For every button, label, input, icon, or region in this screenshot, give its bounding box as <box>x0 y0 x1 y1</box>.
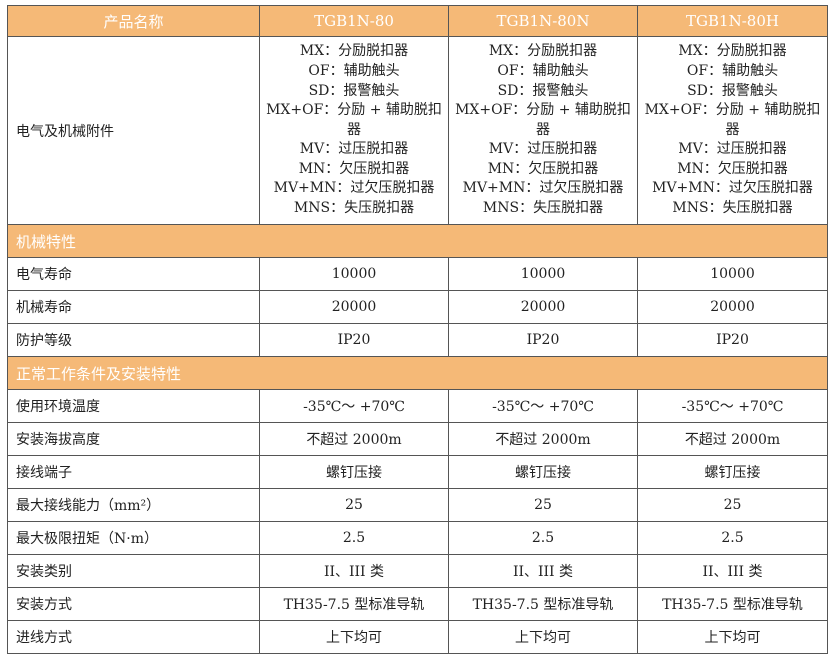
accessory-item: MNS：失压脱扣器 <box>293 200 415 217</box>
accessory-item: MV+MN：过欠压脱扣器 <box>273 180 435 197</box>
accessories-cell: MX：分励脱扣器 OF：辅助触头 SD：报警触头 MX+OF：分励 + 辅助脱扣器 MV… <box>448 36 638 225</box>
accessory-item: MN：欠压脱扣器 <box>298 160 410 177</box>
row-label: 使用环境温度 <box>7 389 260 423</box>
row-value: 2.5 <box>448 521 638 555</box>
accessory-item: OF：辅助触头 <box>308 62 400 79</box>
table-row: 最大接线能力（mm²） 25 25 25 <box>7 488 828 522</box>
row-value: 螺钉压接 <box>448 455 638 489</box>
table-row: 电气寿命 10000 10000 10000 <box>7 257 828 291</box>
row-value: 上下均可 <box>259 620 449 654</box>
accessories-row: 电气及机械附件 MX：分励脱扣器 OF：辅助触头 SD：报警触头 MX+OF：分励 + … <box>7 36 828 225</box>
row-value: 25 <box>259 488 449 522</box>
header-row: 产品名称 TGB1N-80 TGB1N-80N TGB1N-80H <box>7 5 828 37</box>
section-row: 正常工作条件及安装特性 <box>7 356 828 390</box>
row-value: II、III 类 <box>259 554 449 588</box>
row-value: 25 <box>637 488 828 522</box>
header-label: 产品名称 <box>7 5 260 37</box>
row-value: TH35-7.5 型标准导轨 <box>637 587 828 621</box>
table-row: 机械寿命 20000 20000 20000 <box>7 290 828 324</box>
row-label: 安装方式 <box>7 587 260 621</box>
row-label: 机械寿命 <box>7 290 260 324</box>
accessory-item: SD：报警触头 <box>308 82 400 99</box>
accessory-item: MN：欠压脱扣器 <box>487 160 599 177</box>
row-value: 20000 <box>259 290 449 324</box>
row-label: 电气寿命 <box>7 257 260 291</box>
accessory-item: MV+MN：过欠压脱扣器 <box>462 180 624 197</box>
accessories-cell: MX：分励脱扣器 OF：辅助触头 SD：报警触头 MX+OF：分励 + 辅助脱扣器 MV… <box>259 36 449 225</box>
accessory-item: OF：辅助触头 <box>686 62 779 79</box>
row-value: II、III 类 <box>637 554 828 588</box>
accessory-item: MX+OF：分励 + 辅助脱扣器 <box>644 102 821 138</box>
accessory-item: MX+OF：分励 + 辅助脱扣器 <box>266 102 442 138</box>
accessory-item: SD：报警触头 <box>497 82 589 99</box>
table-row: 进线方式 上下均可 上下均可 上下均可 <box>7 620 828 654</box>
row-label: 最大极限扭矩（N·m） <box>7 521 260 555</box>
accessory-item: MX+OF：分励 + 辅助脱扣器 <box>455 102 631 138</box>
section-title: 正常工作条件及安装特性 <box>7 356 828 390</box>
row-value: 上下均可 <box>637 620 828 654</box>
accessory-item: MN：欠压脱扣器 <box>677 160 788 177</box>
row-value: 2.5 <box>259 521 449 555</box>
row-value: 10000 <box>259 257 449 291</box>
row-value: IP20 <box>259 323 449 357</box>
row-value: 20000 <box>448 290 638 324</box>
row-value: 10000 <box>448 257 638 291</box>
row-value: 螺钉压接 <box>637 455 828 489</box>
accessory-item: MV：过压脱扣器 <box>488 141 598 158</box>
row-label: 电气及机械附件 <box>7 36 260 225</box>
row-value: -35℃～ +70℃ <box>259 389 449 423</box>
accessory-item: MV：过压脱扣器 <box>678 141 787 158</box>
section-title: 机械特性 <box>7 224 828 258</box>
accessory-item: MX：分励脱扣器 <box>488 43 598 60</box>
row-value: 不超过 2000m <box>637 422 828 456</box>
spec-table: 产品名称 TGB1N-80 TGB1N-80N TGB1N-80H 电气及机械附件 MX：… <box>7 5 828 654</box>
row-value: 20000 <box>637 290 828 324</box>
accessory-item: MX：分励脱扣器 <box>678 43 787 60</box>
table-row: 安装类别 II、III 类 II、III 类 II、III 类 <box>7 554 828 588</box>
row-value: II、III 类 <box>448 554 638 588</box>
model-header: TGB1N-80H <box>637 5 828 37</box>
row-value: TH35-7.5 型标准导轨 <box>259 587 449 621</box>
row-value: 2.5 <box>637 521 828 555</box>
row-label: 安装类别 <box>7 554 260 588</box>
table-row: 使用环境温度 -35℃～ +70℃ -35℃～ +70℃ -35℃～ +70℃ <box>7 389 828 423</box>
row-label: 接线端子 <box>7 455 260 489</box>
row-value: -35℃～ +70℃ <box>448 389 638 423</box>
model-header: TGB1N-80 <box>259 5 449 37</box>
accessory-item: MV+MN：过欠压脱扣器 <box>652 180 813 197</box>
accessory-item: SD：报警触头 <box>687 82 778 99</box>
row-value: 不超过 2000m <box>259 422 449 456</box>
row-value: 上下均可 <box>448 620 638 654</box>
table-row: 安装方式 TH35-7.5 型标准导轨 TH35-7.5 型标准导轨 TH35-7.5… <box>7 587 828 621</box>
row-value: 10000 <box>637 257 828 291</box>
row-label: 防护等级 <box>7 323 260 357</box>
row-value: TH35-7.5 型标准导轨 <box>448 587 638 621</box>
row-value: -35℃～ +70℃ <box>637 389 828 423</box>
accessory-item: MX：分励脱扣器 <box>299 43 409 60</box>
row-value: IP20 <box>448 323 638 357</box>
row-value: 不超过 2000m <box>448 422 638 456</box>
accessory-item: MNS：失压脱扣器 <box>672 200 793 217</box>
row-value: 25 <box>448 488 638 522</box>
accessory-item: MNS：失压脱扣器 <box>482 200 604 217</box>
row-label: 最大接线能力（mm²） <box>7 488 260 522</box>
table-row: 安装海拔高度 不超过 2000m 不超过 2000m 不超过 2000m <box>7 422 828 456</box>
accessory-item: OF：辅助触头 <box>497 62 589 79</box>
accessory-item: MV：过压脱扣器 <box>299 141 409 158</box>
section-row: 机械特性 <box>7 224 828 258</box>
table-row: 最大极限扭矩（N·m） 2.5 2.5 2.5 <box>7 521 828 555</box>
row-label: 进线方式 <box>7 620 260 654</box>
row-value: IP20 <box>637 323 828 357</box>
accessories-cell: MX：分励脱扣器 OF：辅助触头 SD：报警触头 MX+OF：分励 + 辅助脱扣器 MV… <box>637 36 828 225</box>
table-row: 接线端子 螺钉压接 螺钉压接 螺钉压接 <box>7 455 828 489</box>
row-value: 螺钉压接 <box>259 455 449 489</box>
model-header: TGB1N-80N <box>448 5 638 37</box>
row-label: 安装海拔高度 <box>7 422 260 456</box>
table-row: 防护等级 IP20 IP20 IP20 <box>7 323 828 357</box>
